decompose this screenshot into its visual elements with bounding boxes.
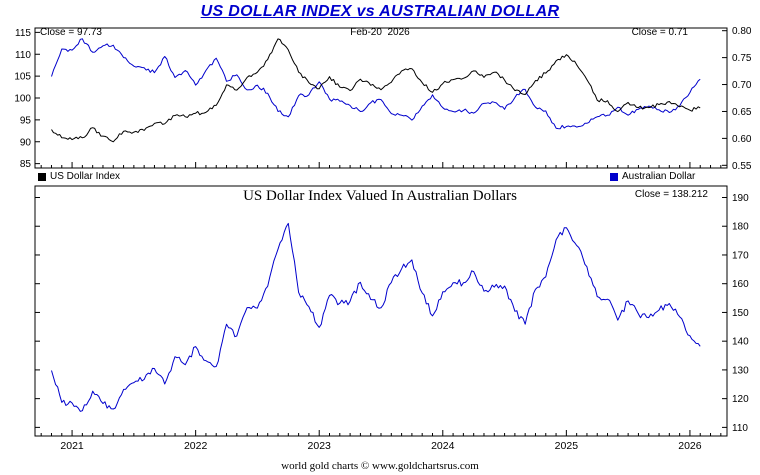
svg-text:2025: 2025 xyxy=(555,440,579,452)
legend-usdx: US Dollar Index xyxy=(38,171,120,182)
page-title: US DOLLAR INDEX vs AUSTRALIAN DOLLAR xyxy=(200,3,560,20)
svg-text:2024: 2024 xyxy=(431,440,455,452)
svg-text:120: 120 xyxy=(732,394,749,405)
svg-text:140: 140 xyxy=(732,337,749,348)
svg-text:0.55: 0.55 xyxy=(732,161,752,172)
last-date-label: Feb-20 2026 xyxy=(350,27,410,38)
svg-text:110: 110 xyxy=(732,423,748,434)
svg-text:2022: 2022 xyxy=(184,440,208,452)
ratio-close-label: Close = 138.212 xyxy=(634,189,708,200)
usdx-swatch-icon xyxy=(38,172,46,181)
svg-text:0.70: 0.70 xyxy=(732,80,752,91)
svg-text:100: 100 xyxy=(14,94,31,105)
legend-aud: Australian Dollar xyxy=(610,171,695,182)
svg-text:0.65: 0.65 xyxy=(732,107,752,118)
svg-text:2026: 2026 xyxy=(678,440,702,452)
svg-text:190: 190 xyxy=(732,193,749,204)
bottom-panel-title: US Dollar Index Valued In Australian Dol… xyxy=(243,188,517,204)
svg-text:130: 130 xyxy=(732,365,749,376)
svg-text:0.75: 0.75 xyxy=(732,53,752,64)
svg-text:110: 110 xyxy=(15,50,31,61)
usdx-close-label: Close = 97.73 xyxy=(40,27,102,38)
svg-text:2023: 2023 xyxy=(308,440,332,452)
svg-text:0.80: 0.80 xyxy=(732,26,752,37)
aud-close-label: Close = 0.71 xyxy=(631,27,688,38)
svg-text:150: 150 xyxy=(732,308,749,319)
svg-text:95: 95 xyxy=(20,115,32,126)
svg-text:105: 105 xyxy=(14,72,31,83)
svg-text:0.60: 0.60 xyxy=(732,134,752,145)
legend-aud-label: Australian Dollar xyxy=(622,171,696,182)
svg-text:2021: 2021 xyxy=(60,440,84,452)
svg-text:180: 180 xyxy=(732,222,749,233)
svg-text:90: 90 xyxy=(20,137,32,148)
svg-text:170: 170 xyxy=(732,250,749,261)
footer-credit: world gold charts © www.goldchartsrus.co… xyxy=(281,460,479,472)
svg-text:115: 115 xyxy=(15,28,31,39)
svg-text:160: 160 xyxy=(732,279,749,290)
svg-text:85: 85 xyxy=(20,159,32,170)
legend-usdx-label: US Dollar Index xyxy=(50,171,121,182)
aud-swatch-icon xyxy=(610,172,618,181)
